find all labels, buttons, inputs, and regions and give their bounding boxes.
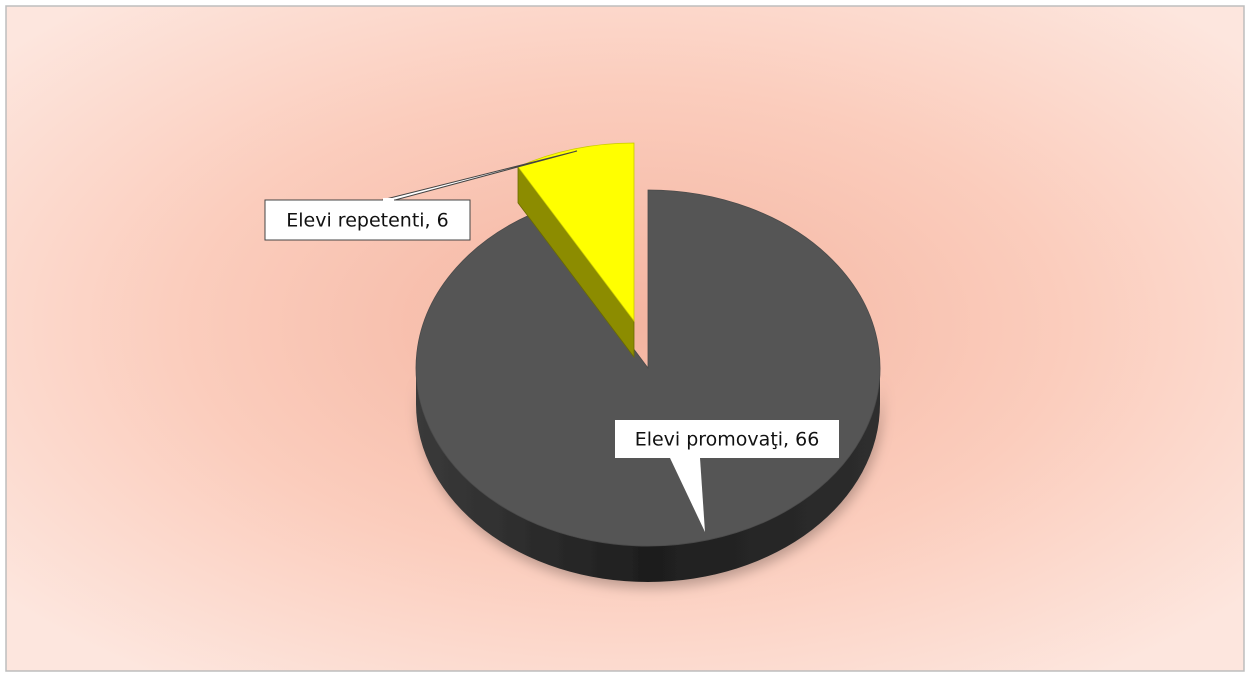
data-label: Elevi promovaţi, 66	[635, 429, 820, 451]
pie-side	[416, 368, 880, 582]
label-callout-join	[671, 456, 699, 460]
labels: Elevi promovaţi, 66 Elevi repetenti, 6	[264, 150, 839, 532]
label-box	[264, 199, 471, 241]
pie-slice	[415, 189, 881, 547]
label-callout-join	[383, 198, 394, 202]
data-label: Elevi repetenti, 6	[286, 210, 448, 232]
label-box	[615, 420, 839, 458]
label-callout	[670, 458, 705, 532]
